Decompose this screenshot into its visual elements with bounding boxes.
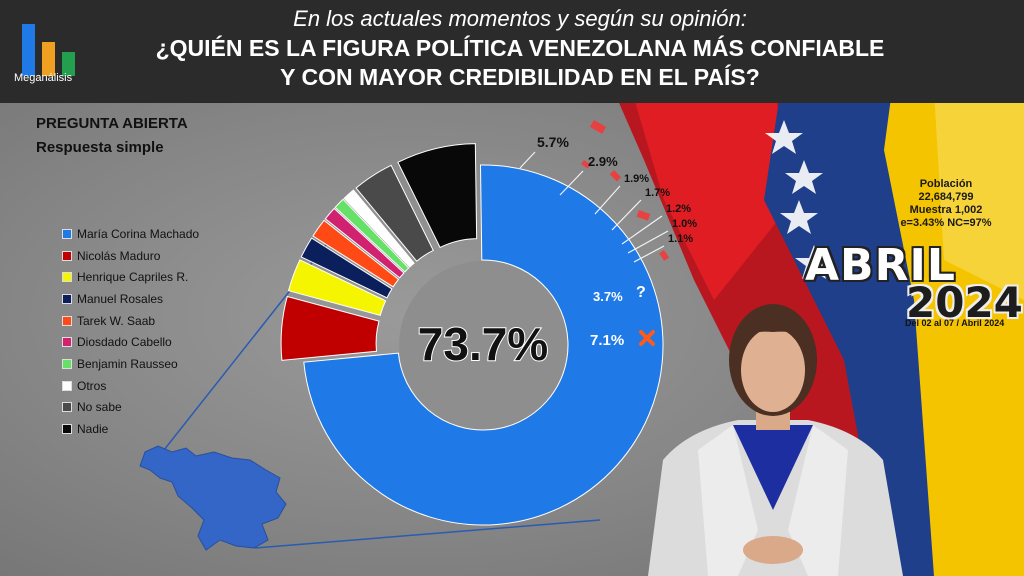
- donut-slice: [303, 164, 664, 526]
- donut-slice: [300, 237, 393, 299]
- slice-value-label: 1.9%: [624, 173, 649, 185]
- label-leader-line: [627, 230, 669, 254]
- donut-slice: [397, 143, 478, 249]
- legend-swatch: [62, 337, 72, 348]
- legend-label: Tarek W. Saab: [77, 313, 156, 328]
- legend-swatch: [62, 315, 72, 326]
- slice-value-label: 73.7%: [418, 318, 548, 370]
- legend-swatch: [62, 272, 72, 283]
- legend-label: María Corina Machado: [77, 226, 200, 241]
- response-type: Respuesta simple: [36, 139, 164, 156]
- legend-swatch: [62, 228, 72, 239]
- legend-swatch: [62, 358, 72, 369]
- legend-item: Nicolás Maduro: [62, 245, 199, 267]
- population-value: 22,684,799: [918, 191, 974, 203]
- legend-label: Benjamin Rausseo: [77, 356, 178, 371]
- label-leader-line: [594, 185, 621, 215]
- year-label: 2024: [906, 278, 1023, 327]
- legend-item: Diosdado Cabello: [62, 331, 199, 353]
- slice-value-label: 1.1%: [668, 233, 693, 245]
- month-label: ABRIL: [805, 240, 956, 291]
- slice-value-label: 1.7%: [645, 187, 670, 199]
- question-title: ¿QUIÉN ES LA FIGURA POLÍTICA VENEZOLANA …: [130, 34, 910, 92]
- header-bar: Meganálisis En los actuales momentos y s…: [0, 0, 1024, 103]
- donut-slice: [324, 207, 405, 279]
- legend-item: Benjamin Rausseo: [62, 353, 199, 375]
- legend-swatch: [62, 380, 72, 391]
- slice-value-label: 2.9%: [588, 154, 618, 169]
- legend-swatch: [62, 293, 72, 304]
- legend-swatch: [62, 402, 72, 413]
- donut-slice: [334, 198, 410, 273]
- legend-label: Henrique Capriles R.: [77, 270, 189, 285]
- donut-slice: [343, 189, 415, 268]
- legend-swatch: [62, 424, 72, 435]
- chart-legend: María Corina Machado Nicolás Maduro Henriq…: [62, 223, 199, 440]
- sample-size: Muestra 1,002: [909, 204, 983, 216]
- donut-slice: [312, 219, 400, 288]
- legend-item: Otros: [62, 375, 199, 397]
- donut-slice: [280, 295, 380, 361]
- donut-hole: [399, 261, 567, 429]
- legend-label: No sabe: [77, 400, 122, 415]
- legend-item: Tarek W. Saab: [62, 310, 199, 332]
- question-title-line-1: ¿QUIÉN ES LA FIGURA POLÍTICA VENEZOLANA …: [155, 35, 885, 61]
- legend-item: Nadie: [62, 418, 199, 440]
- slice-value-label: 5.7%: [537, 134, 569, 150]
- legend-item: No sabe: [62, 397, 199, 419]
- legend-label: Nadie: [77, 422, 109, 437]
- slice-value-label: 3.7%: [593, 289, 623, 304]
- slice-value-label: 1.2%: [666, 203, 691, 215]
- legend-item: Henrique Capriles R.: [62, 266, 199, 288]
- margin-of-error: e=3.43% NC=97%: [900, 217, 992, 229]
- legend-item: María Corina Machado: [62, 223, 199, 245]
- donut-slice: [355, 164, 434, 262]
- label-leader-line: [633, 245, 665, 263]
- legend-item: Manuel Rosales: [62, 288, 199, 310]
- slice-value-label: 7.1%: [590, 332, 624, 349]
- legend-label: Nicolás Maduro: [77, 248, 161, 263]
- label-leader-line: [621, 215, 663, 245]
- question-type: PREGUNTA ABIERTA: [36, 115, 188, 132]
- legend-label: Manuel Rosales: [77, 291, 164, 306]
- fieldwork-dates: Del 02 al 07 / Abril 2024: [905, 318, 1005, 328]
- population-label: Población: [919, 178, 973, 190]
- legend-label: Otros: [77, 378, 107, 393]
- donut-slice: [287, 259, 387, 316]
- legend-label: Diosdado Cabello: [77, 335, 172, 350]
- legend-swatch: [62, 250, 72, 261]
- question-intro: En los actuales momentos y según su opin…: [293, 6, 747, 31]
- question-mark-icon: ?: [636, 284, 646, 301]
- label-leader-line: [519, 151, 536, 169]
- label-leader-line: [611, 199, 642, 231]
- label-leader-line: [559, 170, 584, 196]
- question-title-line-2: Y CON MAYOR CREDIBILIDAD EN EL PAÍS?: [280, 64, 760, 90]
- venezuela-map-icon: [139, 445, 287, 551]
- slice-value-label: 1.0%: [672, 218, 697, 230]
- brand-name: Meganálisis: [14, 72, 73, 84]
- x-mark-icon: [639, 330, 655, 346]
- bar-chart-logo-icon: [22, 24, 75, 76]
- candidate-photo: [648, 304, 903, 576]
- survey-info: Población 22,684,799 Muestra 1,002 e=3.4…: [886, 178, 1006, 230]
